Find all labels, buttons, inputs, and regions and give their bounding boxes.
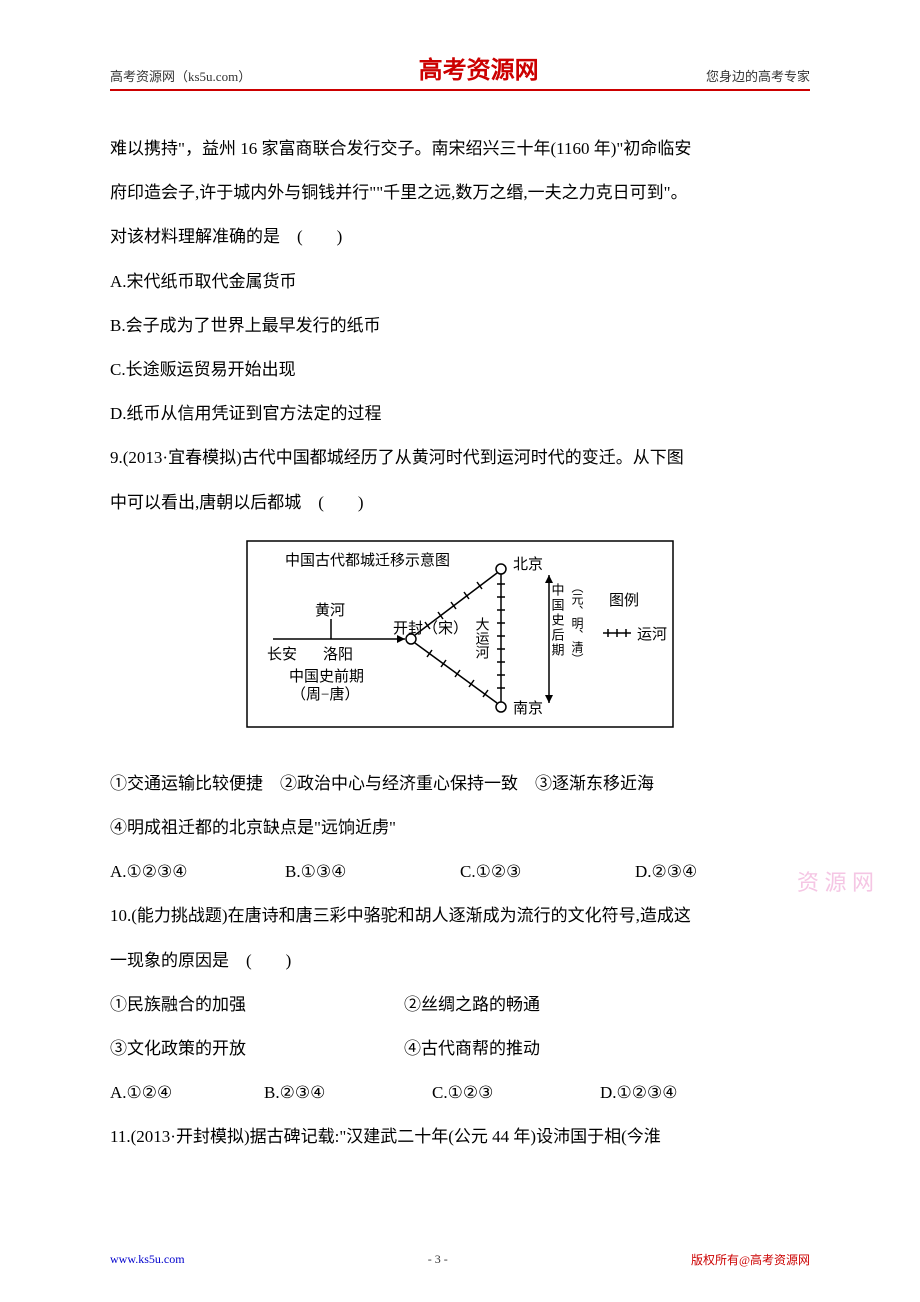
diagram-late-dynasties: （元、明、清） bbox=[570, 581, 584, 665]
q10-statements-2: ③文化政策的开放 ④古代商帮的推动 bbox=[110, 1027, 810, 1071]
diagram-luoyang: 洛阳 bbox=[323, 646, 353, 663]
capital-migration-diagram: 中国古代都城迁移示意图 北京 南京 开封（宋） bbox=[245, 539, 675, 746]
footer-copyright: 版权所有@高考资源网 bbox=[691, 1251, 810, 1268]
q9-statement: ④明成祖迁都的北京缺点是"远饷近虏" bbox=[110, 806, 810, 850]
q10-statements-1: ①民族融合的加强 ②丝绸之路的畅通 bbox=[110, 983, 810, 1027]
diagram-changan: 长安 bbox=[267, 646, 297, 663]
diagram-early-period: 中国史前期 bbox=[289, 668, 364, 685]
q8-option-a: A.宋代纸币取代金属货币 bbox=[110, 260, 810, 304]
page-footer: www.ks5u.com - 3 - 版权所有@高考资源网 bbox=[110, 1251, 810, 1268]
q10-stmt-2: ②丝绸之路的畅通 bbox=[404, 983, 754, 1027]
q10-line: 一现象的原因是 ( ) bbox=[110, 939, 810, 983]
q10-stmt-4: ④古代商帮的推动 bbox=[404, 1027, 754, 1071]
diagram-early-dynasties: （周−唐） bbox=[291, 686, 359, 703]
paragraph-line: 府印造会子,许于城内外与铜钱并行""千里之远,数万之缗,一夫之力克日可到"。 bbox=[110, 171, 810, 215]
diagram-legend-title: 图例 bbox=[609, 592, 639, 609]
diagram-title: 中国古代都城迁移示意图 bbox=[285, 551, 450, 569]
q10-stmt-1: ①民族融合的加强 bbox=[110, 983, 404, 1027]
q9-option-b: B.①③④ bbox=[285, 850, 460, 894]
diagram-grand-canal: 大运河 bbox=[474, 617, 490, 659]
diagram-late-period: 中国史后期 bbox=[550, 583, 565, 658]
header-site-name: 高考资源网 bbox=[419, 50, 539, 85]
q9-line: 9.(2013·宜春模拟)古代中国都城经历了从黄河时代到运河时代的变迁。从下图 bbox=[110, 436, 810, 480]
q9-line: 中可以看出,唐朝以后都城 ( ) bbox=[110, 481, 810, 525]
q8-option-d: D.纸币从信用凭证到官方法定的过程 bbox=[110, 392, 810, 436]
q9-statement: ①交通运输比较便捷 ②政治中心与经济重心保持一致 ③逐渐东移近海 bbox=[110, 762, 810, 806]
q9-options: A.①②③④ B.①③④ C.①②③ D.②③④ 资 源 网 bbox=[110, 850, 810, 894]
q8-option-b: B.会子成为了世界上最早发行的纸币 bbox=[110, 304, 810, 348]
diagram-beijing: 北京 bbox=[513, 556, 543, 573]
q10-options: A.①②④ B.②③④ C.①②③ D.①②③④ bbox=[110, 1071, 810, 1115]
diagram-nanjing: 南京 bbox=[513, 700, 543, 717]
document-body: 难以携持"，益州 16 家富商联合发行交子。南宋绍兴三十年(1160 年)"初命… bbox=[110, 127, 810, 1160]
q8-option-c: C.长途贩运贸易开始出现 bbox=[110, 348, 810, 392]
q10-option-c: C.①②③ bbox=[432, 1071, 600, 1115]
header-right-text: 您身边的高考专家 bbox=[706, 66, 810, 85]
footer-url: www.ks5u.com bbox=[110, 1252, 185, 1267]
paragraph-line: 对该材料理解准确的是 ( ) bbox=[110, 215, 810, 259]
header-left-text: 高考资源网（ks5u.com） bbox=[110, 66, 251, 85]
q10-option-b: B.②③④ bbox=[264, 1071, 432, 1115]
q9-option-c: C.①②③ bbox=[460, 850, 635, 894]
q9-option-a: A.①②③④ bbox=[110, 850, 285, 894]
diagram-huanghe: 黄河 bbox=[315, 602, 345, 619]
q11-line: 11.(2013·开封模拟)据古碑记载:"汉建武二十年(公元 44 年)设沛国于… bbox=[110, 1115, 810, 1159]
footer-page-number: - 3 - bbox=[428, 1252, 448, 1267]
page-header: 高考资源网（ks5u.com） 高考资源网 您身边的高考专家 bbox=[110, 50, 810, 91]
page-container: 高考资源网（ks5u.com） 高考资源网 您身边的高考专家 难以携持"，益州 … bbox=[0, 0, 920, 1302]
q10-option-d: D.①②③④ bbox=[600, 1071, 775, 1115]
diagram-legend-canal: 运河 bbox=[637, 626, 667, 643]
q10-stmt-3: ③文化政策的开放 bbox=[110, 1027, 404, 1071]
q9-option-d: D.②③④ bbox=[635, 850, 810, 894]
q10-line: 10.(能力挑战题)在唐诗和唐三彩中骆驼和胡人逐渐成为流行的文化符号,造成这 bbox=[110, 894, 810, 938]
q10-option-a: A.①②④ bbox=[110, 1071, 264, 1115]
paragraph-line: 难以携持"，益州 16 家富商联合发行交子。南宋绍兴三十年(1160 年)"初命… bbox=[110, 127, 810, 171]
